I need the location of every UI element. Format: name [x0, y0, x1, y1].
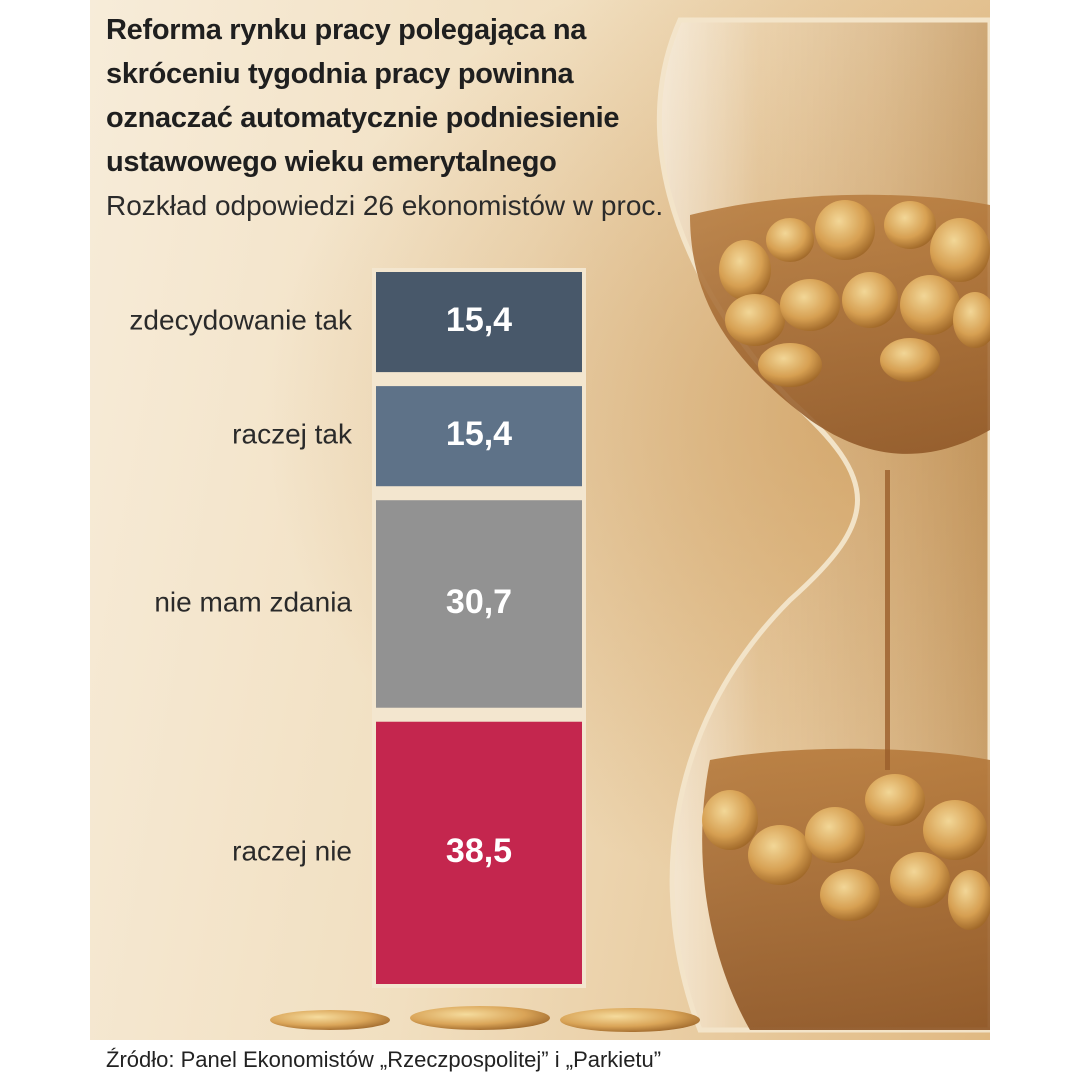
data-label: 38,5 [446, 832, 512, 870]
category-label: raczej tak [232, 419, 353, 450]
category-label: raczej nie [232, 835, 352, 866]
hourglass-coins-illustration [270, 17, 990, 1033]
data-label: 15,4 [446, 415, 512, 453]
chart-title: Reforma rynku pracy polegająca na skróce… [106, 14, 620, 178]
bar-segment [376, 386, 582, 487]
bar-segment [376, 721, 582, 984]
chart-panel [90, 0, 990, 1040]
data-label: 30,7 [446, 583, 512, 621]
category-label: nie mam zdania [154, 586, 352, 617]
data-label: 15,4 [446, 301, 512, 339]
bar-segment [376, 500, 582, 708]
category-label: zdecydowanie tak [129, 304, 353, 335]
chart-subtitle: Rozkład odpowiedzi 26 ekonomistów w proc… [106, 190, 664, 221]
source-note: Źródło: Panel Ekonomistów „Rzeczpospolit… [106, 1047, 662, 1072]
bar-segment [376, 272, 582, 373]
